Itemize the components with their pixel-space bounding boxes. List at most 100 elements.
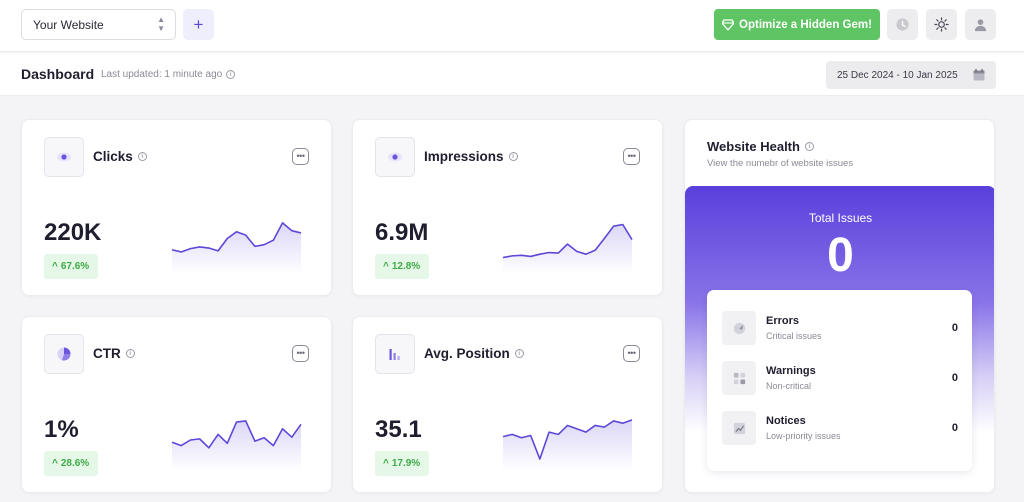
calendar-icon (973, 69, 985, 81)
metric-icon-box (44, 137, 84, 177)
info-icon[interactable]: i (226, 70, 236, 79)
eye-icon (57, 152, 71, 162)
issue-icon-box (722, 411, 756, 445)
health-title-text: Website Health (707, 139, 800, 154)
metric-title-text: Clicks (93, 149, 133, 164)
website-health-card: Website Health i View the numebr of webs… (684, 119, 995, 493)
metric-value: 35.1 (375, 416, 422, 443)
sparkline-line (171, 222, 302, 253)
optimize-hidden-gem-button[interactable]: Optimize a Hidden Gem! (714, 9, 880, 40)
top-bar: Your Website ▲ ▼ + Optimize a Hidden Gem! (0, 0, 1024, 52)
metric-value: 220K (44, 219, 102, 246)
metric-title: CTR i (93, 346, 135, 361)
issue-count: 0 (951, 422, 958, 434)
date-range-picker[interactable]: 25 Dec 2024 - 10 Jan 2025 (826, 61, 996, 89)
optimize-button-label: Optimize a Hidden Gem! (739, 18, 872, 31)
metric-title: Impressions i (424, 149, 518, 164)
change-badge: ^ 12.8% (375, 254, 430, 279)
change-value: 67.6% (60, 261, 90, 272)
metric-title-text: Impressions (424, 149, 504, 164)
metric-icon-box (375, 334, 415, 374)
metric-title-text: CTR (93, 346, 121, 361)
arrow-up-icon: ^ (383, 458, 389, 469)
health-title: Website Health i (707, 139, 814, 154)
arrow-up-icon: ^ (383, 261, 389, 272)
more-options-button[interactable]: ••• (292, 148, 309, 165)
ellipsis-icon: ••• (627, 348, 636, 358)
more-options-button[interactable]: ••• (292, 345, 309, 362)
last-updated: Last updated: 1 minute ago i (101, 69, 236, 80)
compass-icon (733, 322, 745, 334)
sparkline-area (503, 419, 632, 471)
total-issues-value: 0 (827, 229, 854, 282)
sparkline-line (502, 419, 633, 460)
change-value: 28.6% (60, 458, 90, 469)
sparkline-line (502, 223, 633, 259)
add-website-button[interactable]: + (183, 9, 214, 40)
more-options-button[interactable]: ••• (623, 345, 640, 362)
health-subtitle: View the numebr of website issues (707, 158, 854, 169)
total-issues-panel: Total Issues 0 Errors Critical issues 0 … (685, 186, 994, 492)
info-icon[interactable]: i (514, 349, 524, 358)
change-value: 17.9% (391, 458, 421, 469)
clock-icon (896, 18, 909, 31)
metric-value: 6.9M (375, 219, 429, 246)
chevron-up-down-icon: ▲ ▼ (157, 15, 165, 33)
bar-chart-icon (389, 349, 400, 360)
plus-icon: + (193, 14, 204, 34)
metric-value: 1% (44, 416, 79, 443)
pie-chart-icon (57, 347, 71, 361)
sparkline-chart (502, 419, 633, 471)
issue-description: Critical issues (766, 331, 822, 341)
issue-name: Notices (766, 415, 806, 427)
metric-icon-box (375, 137, 415, 177)
issue-row-notices[interactable]: Notices Low-priority issues 0 (722, 411, 958, 449)
metric-title: Clicks i (93, 149, 147, 164)
issue-description: Non-critical (766, 381, 812, 391)
sparkline-chart (171, 222, 302, 274)
ellipsis-icon: ••• (296, 348, 305, 358)
change-value: 12.8% (391, 261, 421, 272)
info-icon[interactable]: i (137, 152, 147, 161)
metric-title-text: Avg. Position (424, 346, 510, 361)
metric-card-ctr: CTR i ••• 1% ^ 28.6% (21, 316, 332, 493)
ellipsis-icon: ••• (296, 151, 305, 161)
theme-toggle-button[interactable] (926, 9, 957, 40)
issues-list: Errors Critical issues 0 Warnings Non-cr… (707, 290, 972, 471)
issue-row-errors[interactable]: Errors Critical issues 0 (722, 311, 958, 349)
issue-count: 0 (951, 322, 958, 334)
arrow-up-icon: ^ (52, 261, 58, 272)
sparkline-area (172, 420, 301, 471)
user-icon (974, 19, 987, 32)
metric-card-clicks: Clicks i ••• 220K ^ 67.6% (21, 119, 332, 296)
user-menu-button[interactable] (965, 9, 996, 40)
issue-icon-box (722, 361, 756, 395)
chart-icon (733, 422, 745, 434)
dashboard-header: Dashboard Last updated: 1 minute ago i 2… (0, 53, 1024, 96)
metric-icon-box (44, 334, 84, 374)
website-select-value: Your Website (33, 17, 104, 32)
sparkline-chart (502, 223, 633, 274)
history-button[interactable] (887, 9, 918, 40)
issue-count: 0 (951, 372, 958, 384)
info-icon[interactable]: i (508, 152, 518, 161)
change-badge: ^ 28.6% (44, 451, 99, 476)
metric-title: Avg. Position i (424, 346, 524, 361)
eye-icon (388, 152, 402, 162)
change-badge: ^ 67.6% (44, 254, 99, 279)
info-icon[interactable]: i (804, 142, 814, 151)
page-title: Dashboard (21, 66, 95, 82)
sparkline-line (171, 420, 302, 449)
last-updated-text: Last updated: 1 minute ago (101, 69, 223, 80)
sun-icon (934, 17, 949, 32)
issue-row-warnings[interactable]: Warnings Non-critical 0 (722, 361, 958, 399)
more-options-button[interactable]: ••• (623, 148, 640, 165)
sparkline-chart (171, 420, 302, 471)
metric-card-impressions: Impressions i ••• 6.9M ^ 12.8% (352, 119, 663, 296)
gem-icon (722, 18, 735, 31)
info-icon[interactable]: i (125, 349, 135, 358)
website-select[interactable]: Your Website ▲ ▼ (21, 9, 176, 40)
total-issues-label: Total Issues (808, 211, 873, 225)
issue-name: Warnings (766, 365, 816, 377)
issue-name: Errors (766, 315, 800, 327)
